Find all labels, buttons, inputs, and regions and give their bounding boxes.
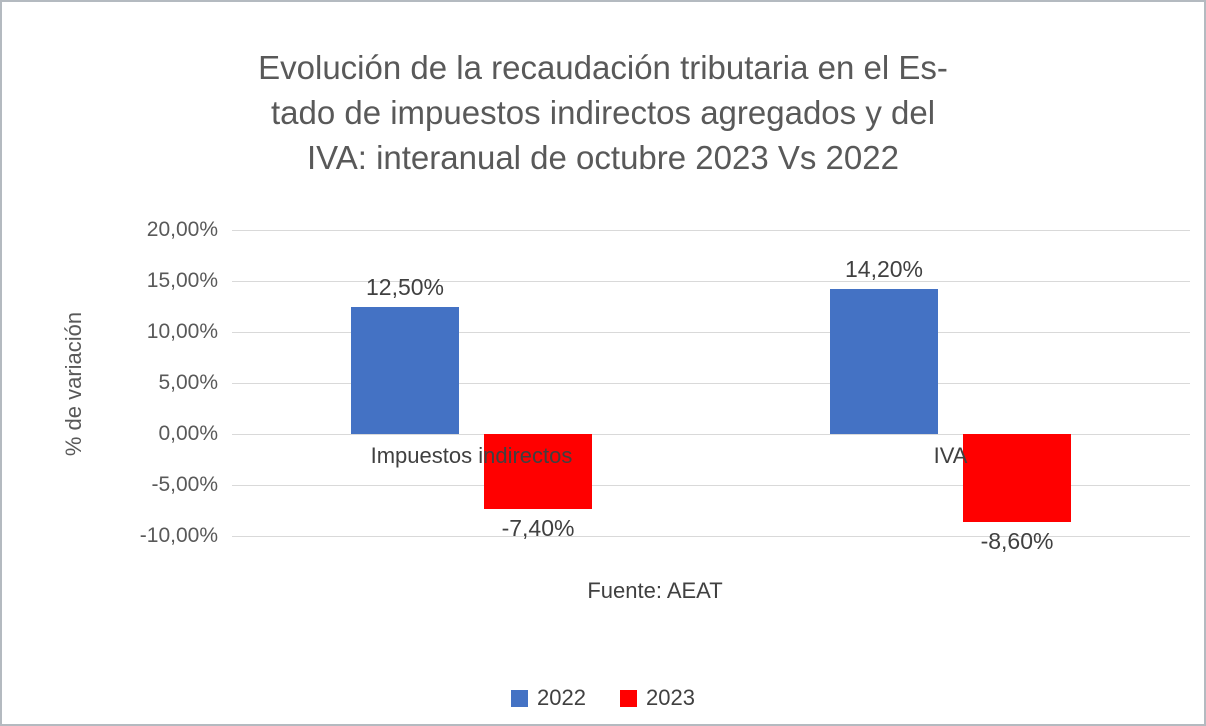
data-label: -7,40% bbox=[501, 515, 575, 542]
chart-title: Evolución de la recaudación tributaria e… bbox=[258, 49, 948, 176]
y-axis-tick-label: 10,00% bbox=[146, 320, 218, 343]
y-axis-tick-labels: 20,00% 15,00% 10,00% 5,00% 0,00% -5,00% -10,00… bbox=[2, 218, 218, 547]
gridline bbox=[232, 383, 1190, 384]
legend-label: 2022 bbox=[537, 685, 586, 710]
bar-2022-impuestos-indirectos bbox=[351, 306, 459, 434]
legend: 2022 2023 bbox=[2, 685, 1204, 711]
bar-2023-impuestos-indirectos bbox=[484, 434, 592, 510]
y-axis-tick-label: 5,00% bbox=[158, 371, 218, 394]
data-label: 12,50% bbox=[365, 273, 445, 300]
plot-area: 12,50% -7,40% Impuestos indirectos 14,20% -8… bbox=[232, 230, 1190, 554]
data-label: -8,60% bbox=[980, 527, 1054, 554]
legend-label: 2023 bbox=[646, 685, 695, 710]
data-label: 14,20% bbox=[844, 256, 924, 283]
y-axis-tick-label: -10,00% bbox=[139, 524, 218, 547]
y-axis-tick-label: 20,00% bbox=[146, 218, 218, 241]
y-axis-tick-label: 15,00% bbox=[146, 269, 218, 292]
y-axis-tick-label: 0,00% bbox=[158, 422, 218, 445]
legend-swatch-icon bbox=[620, 689, 637, 707]
x-axis-title: Fuente: AEAT bbox=[587, 578, 723, 603]
gridline bbox=[232, 230, 1190, 231]
gridline bbox=[232, 434, 1190, 435]
legend-item-2022: 2022 bbox=[511, 685, 586, 711]
y-axis-tick-label: -5,00% bbox=[151, 473, 218, 496]
category-label: IVA bbox=[933, 443, 968, 468]
gridline bbox=[232, 485, 1190, 486]
bar-2022-iva bbox=[830, 289, 938, 434]
gridline bbox=[232, 281, 1190, 282]
gridline bbox=[232, 536, 1190, 537]
legend-item-2023: 2023 bbox=[620, 685, 695, 711]
bar-2023-iva bbox=[963, 434, 1071, 522]
category-label: Impuestos indirectos bbox=[370, 443, 573, 468]
legend-swatch-icon bbox=[511, 689, 529, 707]
gridline bbox=[232, 332, 1190, 333]
